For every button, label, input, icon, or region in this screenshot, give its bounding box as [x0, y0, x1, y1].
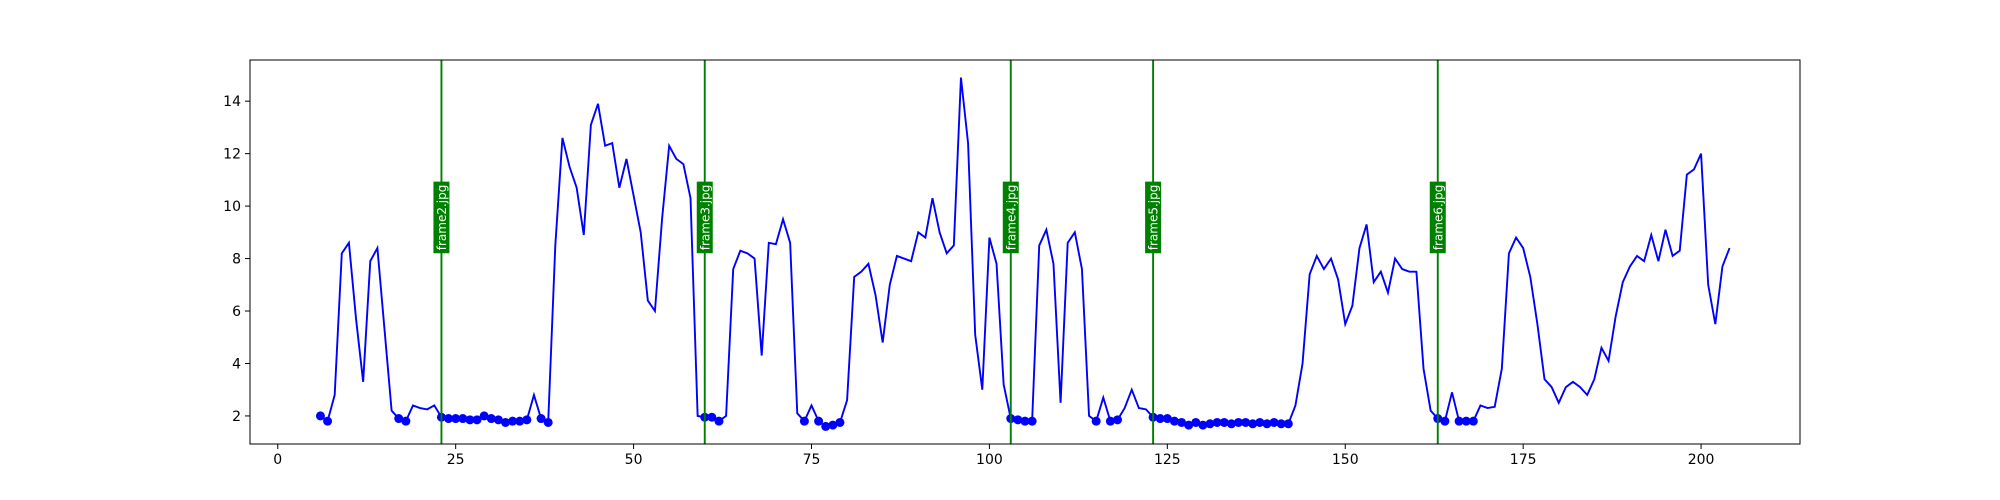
data-point: [1255, 417, 1265, 427]
data-point: [1241, 417, 1251, 427]
frame-label-box: [433, 181, 450, 254]
data-point: [493, 415, 503, 425]
data-point: [821, 421, 831, 431]
data-point: [444, 414, 454, 424]
data-point: [1212, 417, 1222, 427]
data-point: [1027, 416, 1037, 426]
data-point: [401, 416, 411, 426]
data-point: [799, 416, 809, 426]
frame-label-text: frame2.jpg: [435, 185, 449, 251]
data-point: [1461, 416, 1471, 426]
data-point: [707, 412, 717, 422]
y-tick-label: 2: [232, 409, 241, 425]
data-point: [1184, 420, 1194, 430]
data-point: [1091, 416, 1101, 426]
frame-label: frame3.jpg: [696, 181, 713, 254]
data-point: [479, 411, 489, 421]
data-point: [1226, 419, 1236, 429]
data-point: [1177, 417, 1187, 427]
y-tick-label: 12: [223, 147, 241, 163]
data-point: [1219, 417, 1229, 427]
data-point: [1169, 416, 1179, 426]
data-point: [315, 411, 325, 421]
x-tick-label: 175: [1510, 452, 1537, 468]
frame-label-box: [696, 181, 713, 254]
x-tick-label: 50: [625, 452, 643, 468]
data-point: [1020, 416, 1030, 426]
y-tick-label: 8: [232, 252, 241, 268]
frame-label-box: [1002, 181, 1019, 254]
x-tick-label: 100: [976, 452, 1003, 468]
x-tick-label: 125: [1154, 452, 1181, 468]
data-point: [536, 414, 546, 424]
data-point: [394, 414, 404, 424]
frame-label-text: frame3.jpg: [698, 185, 712, 251]
frame-label: frame5.jpg: [1145, 181, 1162, 254]
data-point: [486, 414, 496, 424]
data-point: [828, 420, 838, 430]
data-point: [835, 417, 845, 427]
x-tick-label: 25: [447, 452, 465, 468]
frame-label-text: frame4.jpg: [1004, 185, 1018, 251]
data-point: [1155, 414, 1165, 424]
data-point: [1105, 416, 1115, 426]
data-point: [465, 415, 475, 425]
data-point: [814, 416, 824, 426]
data-point: [458, 414, 468, 424]
data-point: [500, 417, 510, 427]
data-point: [1205, 419, 1215, 429]
data-point: [1283, 419, 1293, 429]
data-point: [472, 415, 482, 425]
data-point: [1454, 416, 1464, 426]
data-point: [1468, 416, 1478, 426]
y-tick-label: 10: [223, 199, 241, 215]
data-point: [1269, 417, 1279, 427]
data-point: [1013, 415, 1023, 425]
frame-label: frame6.jpg: [1429, 181, 1446, 254]
data-point: [451, 414, 461, 424]
x-tick-label: 150: [1332, 452, 1359, 468]
data-point: [1276, 419, 1286, 429]
data-point: [1162, 414, 1172, 424]
frame-label: frame2.jpg: [433, 181, 450, 254]
data-point: [1233, 417, 1243, 427]
y-tick-label: 6: [232, 304, 241, 320]
data-point: [1113, 415, 1123, 425]
x-tick-label: 0: [273, 452, 282, 468]
frame-label-box: [1429, 181, 1446, 254]
data-point: [508, 416, 518, 426]
plot-frame: [249, 59, 1801, 445]
x-tick-label: 200: [1688, 452, 1715, 468]
data-point: [1248, 419, 1258, 429]
frame-label: frame4.jpg: [1002, 181, 1019, 254]
data-point: [1191, 417, 1201, 427]
data-point: [714, 416, 724, 426]
data-point: [1262, 419, 1272, 429]
data-point: [515, 416, 525, 426]
y-tick-label: 4: [232, 356, 241, 372]
frame-label-text: frame6.jpg: [1431, 185, 1445, 251]
data-point: [543, 417, 553, 427]
frame-label-box: [1145, 181, 1162, 254]
data-point: [1198, 420, 1208, 430]
y-tick-label: 14: [223, 94, 241, 110]
data-point: [522, 415, 532, 425]
data-point: [1440, 416, 1450, 426]
frame-label-text: frame5.jpg: [1147, 185, 1161, 251]
x-tick-label: 75: [803, 452, 821, 468]
data-point: [323, 416, 333, 426]
